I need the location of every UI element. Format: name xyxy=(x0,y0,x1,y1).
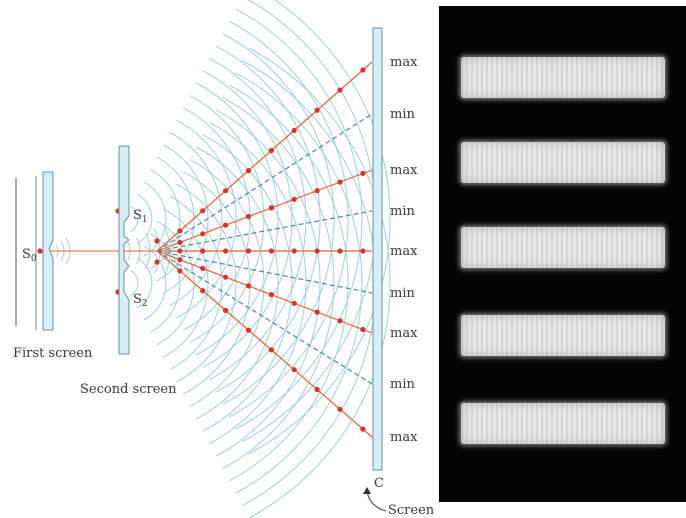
wavefronts xyxy=(56,0,390,518)
crest-intersection-dot xyxy=(246,283,251,288)
fringe-label-max: max xyxy=(390,55,418,70)
crest-intersection-dot xyxy=(223,223,228,228)
crest-intersection-dot xyxy=(223,248,228,253)
crest-intersection-dot xyxy=(223,188,228,193)
crest-intersection-dot xyxy=(200,266,205,271)
wavefront-arc-s2 xyxy=(163,209,208,357)
crest-intersection-dot xyxy=(337,407,342,412)
crest-intersection-dot xyxy=(337,318,342,323)
wavefront-arc-s2 xyxy=(229,85,348,481)
second-screen-label: Second screen xyxy=(80,382,177,397)
fringe-labels: max min max min max min max min max xyxy=(390,55,418,445)
fringe-label-min: min xyxy=(390,286,415,301)
second-screen-barrier xyxy=(119,146,129,354)
wavefront-arc-s1 xyxy=(242,0,376,442)
crest-intersection-dot xyxy=(200,288,205,293)
crest-intersection-dot xyxy=(177,268,182,273)
bright-fringe xyxy=(461,403,665,444)
crest-intersection-dot xyxy=(246,168,251,173)
minimum-ray xyxy=(157,251,372,384)
crest-intersection-dot xyxy=(360,427,365,432)
minimum-ray xyxy=(157,211,372,251)
crest-intersection-dot xyxy=(337,180,342,185)
crest-intersection-dot xyxy=(360,171,365,176)
bright-fringe xyxy=(461,227,665,268)
fringe-label-min: min xyxy=(390,204,415,219)
crest-intersection-dot xyxy=(292,367,297,372)
slit-dot xyxy=(154,238,159,243)
fringe-label-min: min xyxy=(390,377,415,392)
screen-arrow-head xyxy=(363,487,371,494)
label-s1: S1 xyxy=(133,208,148,225)
fringe-label-max: max xyxy=(390,244,418,259)
crest-intersection-dot xyxy=(337,248,342,253)
crest-intersection-dot xyxy=(246,328,251,333)
bright-fringe xyxy=(461,315,665,356)
label-c: C xyxy=(374,476,384,491)
crest-intersection-dot xyxy=(246,214,251,219)
label-s2: S2 xyxy=(133,292,148,309)
crest-intersection-dot xyxy=(269,248,274,253)
crest-intersection-dot xyxy=(269,148,274,153)
interference-rays xyxy=(37,62,372,437)
crest-intersection-dot xyxy=(269,205,274,210)
crest-intersection-dot xyxy=(315,108,320,113)
crest-intersection-dot xyxy=(177,228,182,233)
wavefront-arc-s2 xyxy=(249,48,390,518)
fringe-label-max: max xyxy=(390,430,418,445)
crest-intersection-dot xyxy=(269,347,274,352)
crest-intersection-dot xyxy=(177,240,182,245)
crest-intersection-dot xyxy=(360,67,365,72)
slit-dot xyxy=(37,248,42,253)
crest-intersection-dot xyxy=(315,387,320,392)
fringe-label-min: min xyxy=(390,107,415,122)
crest-intersection-dot xyxy=(315,188,320,193)
screen-label: Screen xyxy=(388,503,435,518)
fringe-label-max: max xyxy=(390,326,418,341)
crest-intersection-dot xyxy=(200,248,205,253)
crest-intersection-dot xyxy=(315,248,320,253)
crest-intersection-dot xyxy=(315,310,320,315)
crest-intersection-dot xyxy=(223,308,228,313)
crest-intersection-dot xyxy=(177,248,182,253)
wavefront-arc-s1 xyxy=(216,46,320,392)
crest-intersection-dot xyxy=(177,257,182,262)
first-screen-label: First screen xyxy=(13,346,93,361)
crest-intersection-dot xyxy=(292,128,297,133)
bright-fringe xyxy=(461,57,665,98)
viewing-screen xyxy=(373,28,382,470)
wavefront-arc-s2 xyxy=(216,110,320,456)
slit-dot xyxy=(154,259,159,264)
fringe-photograph xyxy=(439,6,686,502)
crest-intersection-dot xyxy=(292,248,297,253)
label-s0: S0 xyxy=(22,247,37,264)
bright-fringe xyxy=(461,142,665,183)
crest-intersection-dot xyxy=(360,248,365,253)
diagram-svg: S0 S1 S2 First screen Second screen maxm… xyxy=(0,0,439,518)
crest-intersection-dot xyxy=(269,292,274,297)
wavefront-arc-s1 xyxy=(196,83,278,355)
crest-intersection-dot xyxy=(246,248,251,253)
crest-intersection-dot xyxy=(292,301,297,306)
fringe-label-max: max xyxy=(390,163,418,178)
wavefront-arc-s2 xyxy=(236,73,362,493)
crest-intersection-dot xyxy=(292,197,297,202)
wavefront-arc-s1 xyxy=(163,145,208,293)
crest-intersection-dot xyxy=(223,275,228,280)
crest-intersection-dot xyxy=(337,88,342,93)
crest-intersection-dot xyxy=(200,231,205,236)
crest-intersection-dot xyxy=(360,327,365,332)
crest-intersection-dot xyxy=(200,208,205,213)
